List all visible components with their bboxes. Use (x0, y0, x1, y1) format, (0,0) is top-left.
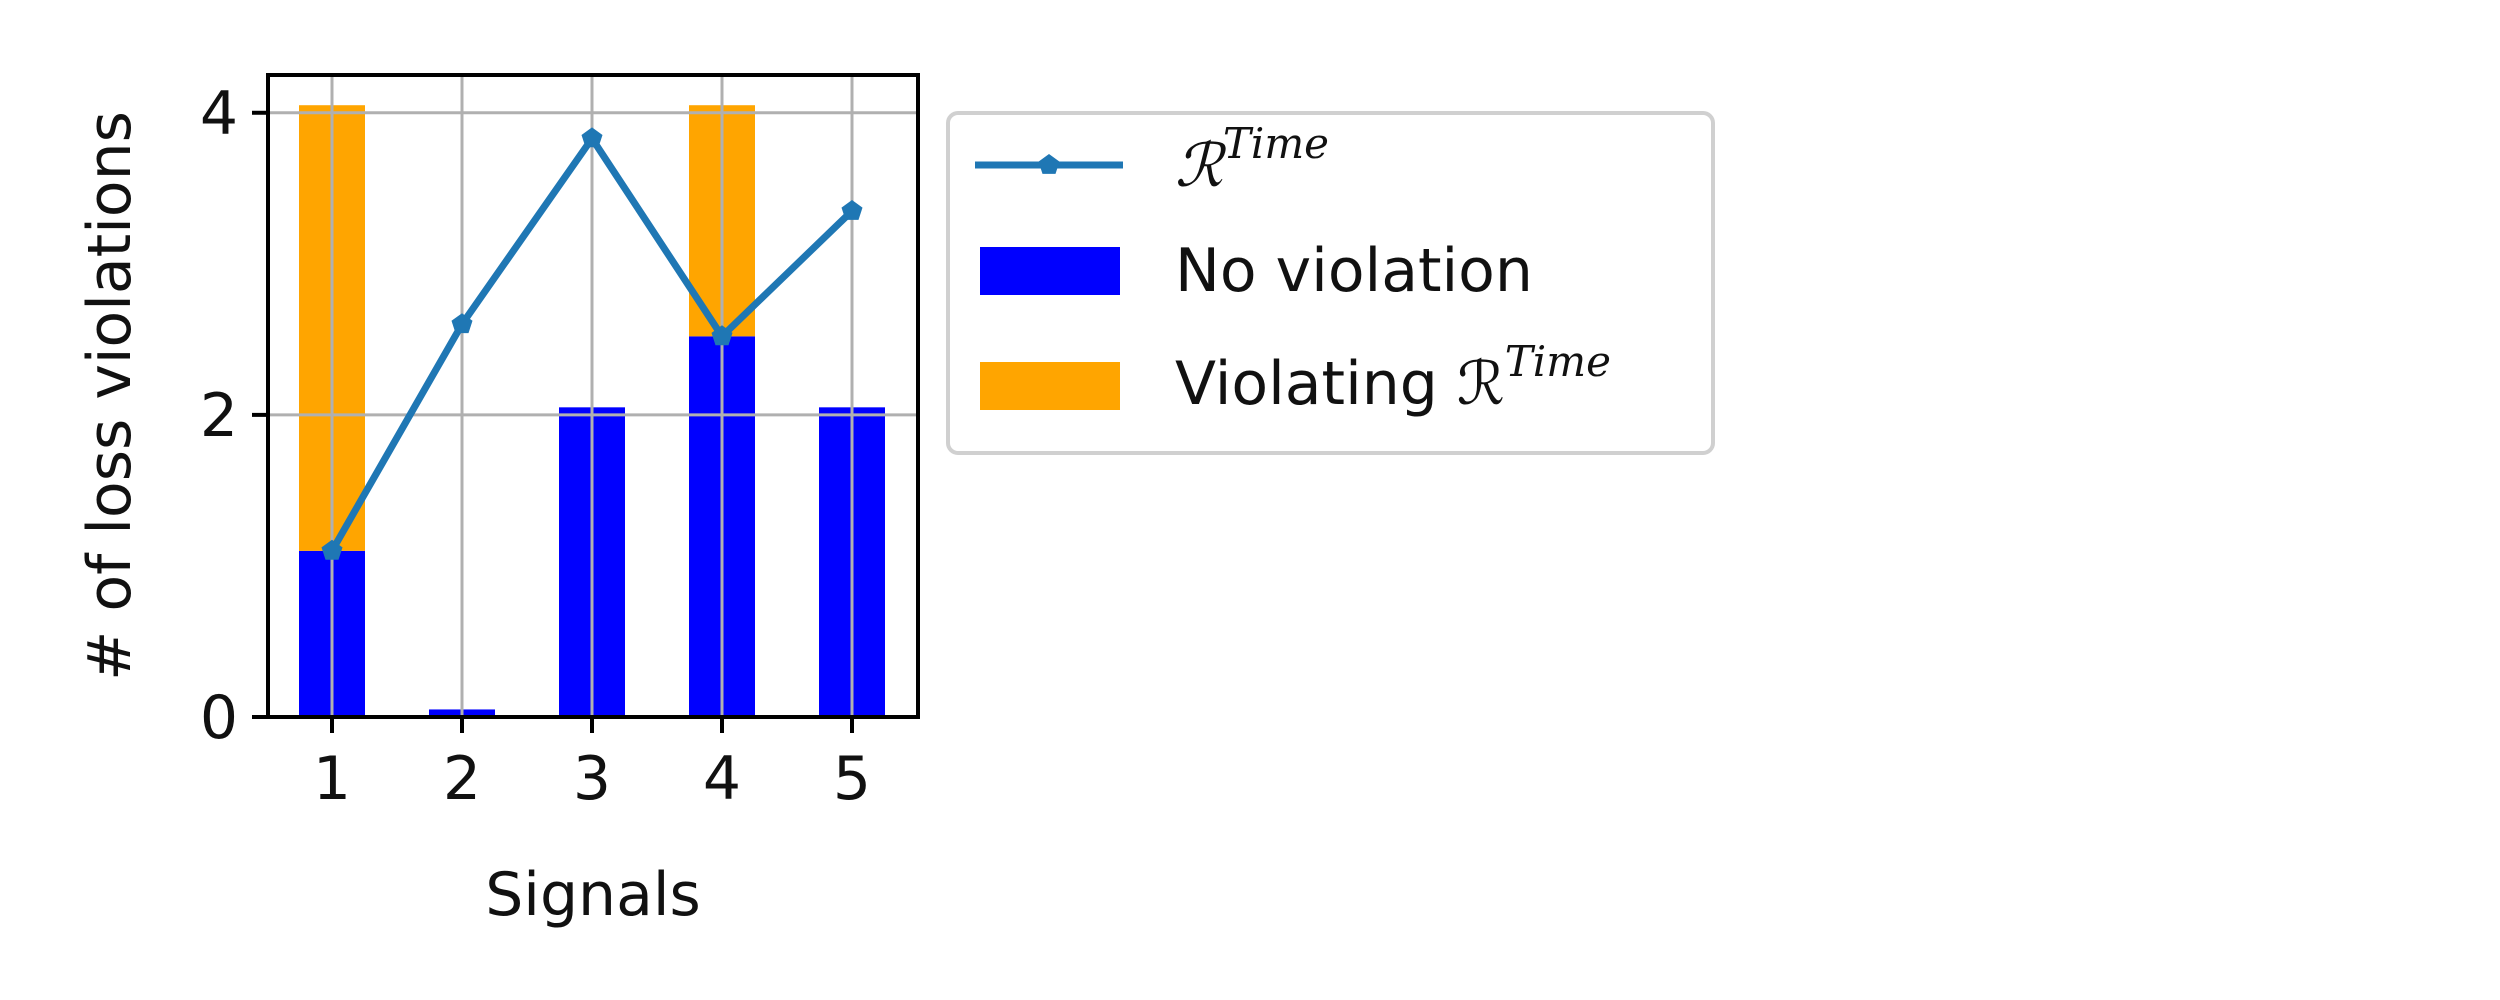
bar-series (268, 75, 918, 719)
x-tick-label: 2 (443, 744, 481, 814)
y-axis-ticks: 0 2 4 (200, 79, 268, 753)
x-tick-label: 5 (833, 744, 871, 814)
legend-frame (946, 111, 1715, 455)
x-tick-label: 3 (573, 744, 611, 814)
line-series (321, 127, 863, 560)
line-point-3 (581, 127, 603, 148)
x-tick-label: 1 (313, 744, 351, 814)
x-tick-label: 4 (703, 744, 741, 814)
legend-no-violation-label: No violation (1175, 236, 1533, 306)
x-axis-ticks: 1 2 3 4 5 (313, 717, 871, 814)
y-axis-label: # of loss violations (75, 111, 145, 681)
legend-no-violation-swatch (980, 247, 1120, 295)
legend-violating-swatch (980, 362, 1120, 410)
x-axis-label: Signals (485, 860, 701, 930)
y-tick-label: 2 (200, 381, 238, 451)
y-tick-label: 4 (200, 79, 238, 149)
line-point-1 (321, 539, 343, 560)
legend: ℛTime No violation Violating ℛTime (946, 111, 1715, 455)
line-point-4 (711, 325, 733, 346)
y-tick-label: 0 (200, 683, 238, 753)
legend-line-marker (1038, 154, 1060, 174)
line-point-5 (841, 200, 863, 220)
legend-violating-label: Violating ℛTime (1175, 337, 1611, 419)
legend-line-label: ℛTime (1175, 119, 1329, 201)
line-point-2 (451, 313, 473, 334)
